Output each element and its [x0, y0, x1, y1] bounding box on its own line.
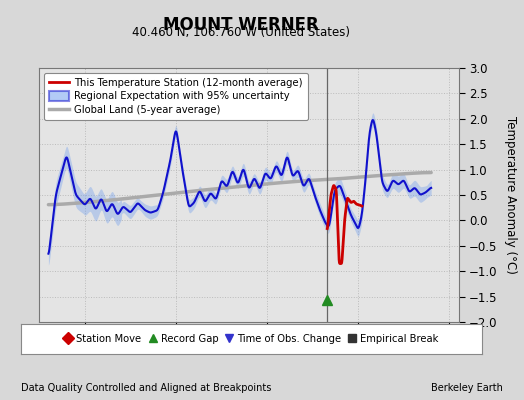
Legend: Station Move, Record Gap, Time of Obs. Change, Empirical Break: Station Move, Record Gap, Time of Obs. C… [61, 331, 442, 347]
Y-axis label: Temperature Anomaly (°C): Temperature Anomaly (°C) [504, 116, 517, 274]
Legend: This Temperature Station (12-month average), Regional Expectation with 95% uncer: This Temperature Station (12-month avera… [45, 73, 308, 120]
Text: MOUNT WERNER: MOUNT WERNER [163, 16, 319, 34]
Text: Data Quality Controlled and Aligned at Breakpoints: Data Quality Controlled and Aligned at B… [21, 383, 271, 393]
Text: Berkeley Earth: Berkeley Earth [431, 383, 503, 393]
Text: 40.460 N, 106.760 W (United States): 40.460 N, 106.760 W (United States) [132, 26, 350, 39]
